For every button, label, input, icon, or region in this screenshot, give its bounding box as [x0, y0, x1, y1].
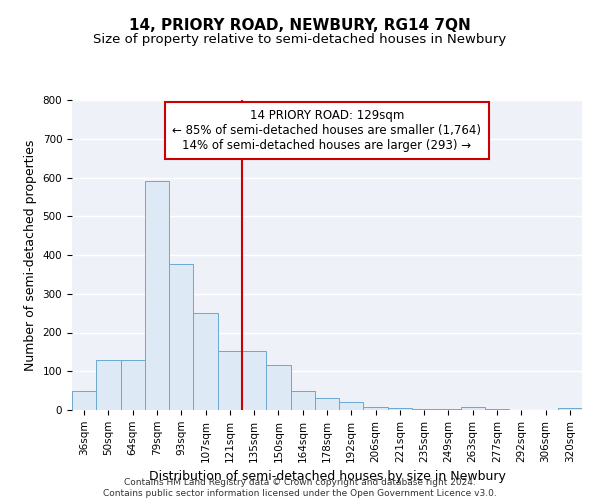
- Bar: [461, 407, 485, 410]
- Bar: [193, 313, 218, 410]
- Bar: [339, 402, 364, 410]
- Bar: [436, 409, 461, 410]
- Bar: [388, 408, 412, 410]
- Text: Contains HM Land Registry data © Crown copyright and database right 2024.
Contai: Contains HM Land Registry data © Crown c…: [103, 478, 497, 498]
- Bar: [169, 264, 193, 410]
- Bar: [266, 366, 290, 410]
- Bar: [364, 407, 388, 410]
- Bar: [412, 409, 436, 410]
- Text: 14 PRIORY ROAD: 129sqm
← 85% of semi-detached houses are smaller (1,764)
14% of : 14 PRIORY ROAD: 129sqm ← 85% of semi-det…: [173, 110, 482, 152]
- Bar: [558, 408, 582, 410]
- Bar: [121, 360, 145, 410]
- Bar: [96, 360, 121, 410]
- Y-axis label: Number of semi-detached properties: Number of semi-detached properties: [24, 140, 37, 370]
- Bar: [485, 409, 509, 410]
- Text: Size of property relative to semi-detached houses in Newbury: Size of property relative to semi-detach…: [94, 32, 506, 46]
- Bar: [145, 182, 169, 410]
- Text: 14, PRIORY ROAD, NEWBURY, RG14 7QN: 14, PRIORY ROAD, NEWBURY, RG14 7QN: [129, 18, 471, 32]
- Bar: [242, 351, 266, 410]
- X-axis label: Distribution of semi-detached houses by size in Newbury: Distribution of semi-detached houses by …: [149, 470, 505, 483]
- Bar: [315, 398, 339, 410]
- Bar: [72, 390, 96, 410]
- Bar: [218, 351, 242, 410]
- Bar: [290, 390, 315, 410]
